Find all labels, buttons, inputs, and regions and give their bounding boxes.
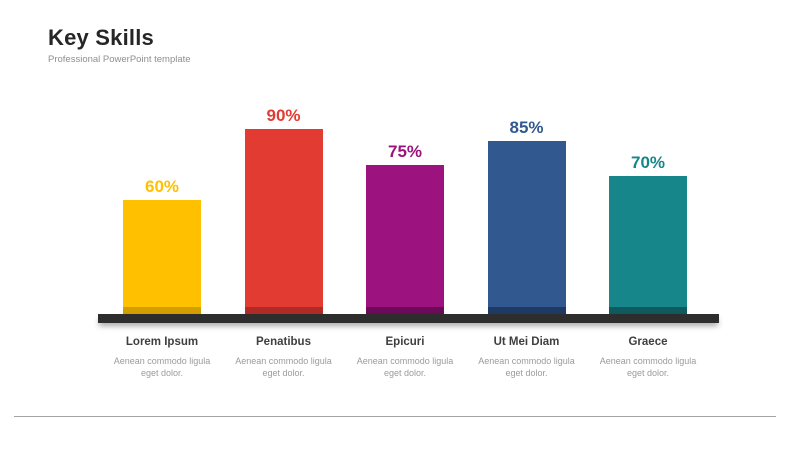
category-label-group: Epicuri Aenean commodo ligula eget dolor.	[335, 336, 475, 379]
category-description: Aenean commodo ligula eget dolor.	[113, 356, 211, 378]
category-description: Aenean commodo ligula eget dolor.	[356, 356, 454, 378]
category-description: Aenean commodo ligula eget dolor.	[478, 356, 575, 378]
bar-column: 60%	[92, 177, 232, 314]
bar	[366, 165, 444, 314]
slide-header: Key Skills Professional PowerPoint templ…	[48, 25, 191, 66]
bar-value-label: 90%	[266, 106, 301, 125]
bar-value-label: 60%	[144, 177, 180, 196]
bar-value-label: 75%	[387, 142, 423, 161]
page-subtitle: Professional PowerPoint template	[48, 54, 191, 65]
category-name: Graece	[628, 336, 668, 348]
bar-column: 90%	[214, 106, 354, 314]
bar	[244, 129, 323, 314]
bar-value-label: 70%	[630, 153, 666, 172]
bar-value-label: 85%	[509, 118, 544, 137]
category-description: Aenean commodo ligula eget dolor.	[599, 356, 697, 378]
chart-baseline	[98, 314, 719, 323]
bar	[123, 200, 201, 314]
category-name: Epicuri	[385, 336, 425, 348]
bar-column: 85%	[457, 118, 597, 314]
category-name: Lorem Ipsum	[125, 336, 199, 348]
category-label-group: Lorem Ipsum Aenean commodo ligula eget do…	[92, 336, 232, 379]
category-label-group: Ut Mei Diam Aenean commodo ligula eget do…	[457, 336, 597, 379]
bar-column: 70%	[578, 153, 718, 314]
footer-divider-line	[14, 416, 776, 417]
category-label-group: Graece Aenean commodo ligula eget dolor.	[578, 336, 718, 379]
category-description: Aenean commodo ligula eget dolor.	[235, 356, 332, 378]
page-title: Key Skills	[48, 25, 154, 50]
bar	[487, 141, 566, 314]
category-label-group: Penatibus Aenean commodo ligula eget dolo…	[214, 336, 354, 379]
category-name: Ut Mei Diam	[493, 336, 560, 348]
bar	[609, 176, 687, 314]
bar-column: 75%	[335, 142, 475, 314]
category-name: Penatibus	[256, 336, 311, 348]
